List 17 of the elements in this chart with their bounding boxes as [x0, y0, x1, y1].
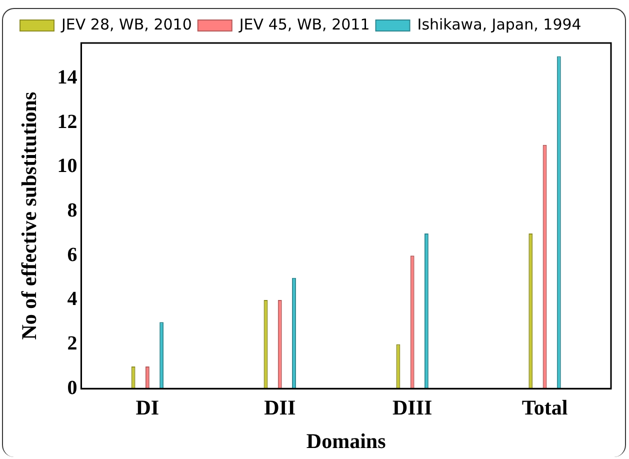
y-tick-label: 6: [67, 244, 78, 266]
legend-label: Ishikawa, Japan, 1994: [417, 15, 582, 34]
legend-label: JEV 45, WB, 2011: [238, 15, 370, 34]
legend-label: JEV 28, WB, 2010: [60, 15, 192, 34]
y-tick-label: 8: [67, 200, 78, 222]
x-axis-title: Domains: [306, 428, 386, 453]
y-tick-label: 0: [67, 376, 78, 399]
y-axis-title: No of effective substitutions: [17, 92, 42, 340]
y-tick-label: 10: [57, 155, 78, 178]
y-tick-label: 12: [57, 110, 78, 133]
x-tick-label: DI: [136, 396, 160, 420]
x-tick-label: DIII: [392, 396, 432, 420]
y-tick-label: 4: [67, 288, 78, 310]
y-tick-label: 2: [67, 332, 78, 354]
x-tick-label: Total: [522, 396, 568, 420]
x-tick-label: DII: [264, 396, 296, 420]
y-tick-label: 14: [57, 66, 78, 89]
